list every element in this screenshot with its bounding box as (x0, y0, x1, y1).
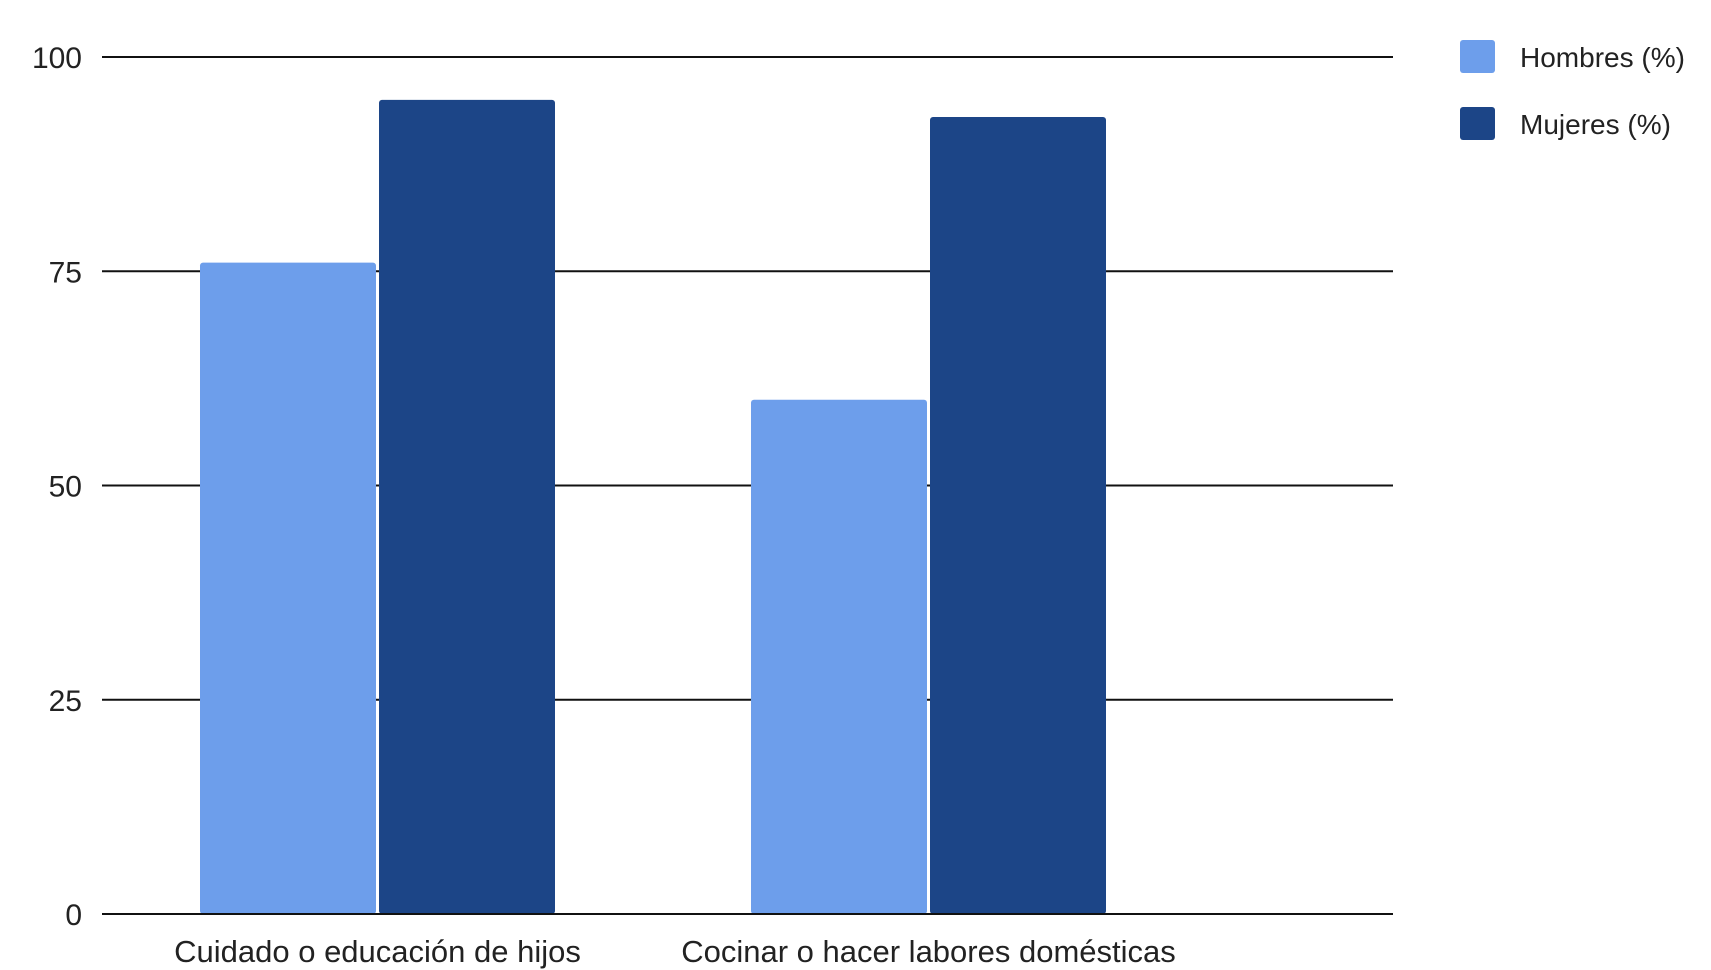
y-tick-label: 0 (65, 899, 82, 932)
legend-label: Mujeres (%) (1520, 109, 1671, 140)
x-category-label: Cuidado o educación de hijos (174, 934, 581, 969)
y-tick-label: 75 (49, 256, 82, 289)
legend: Hombres (%) Mujeres (%) (1460, 40, 1685, 140)
y-axis-ticks: 0 25 50 75 100 (32, 42, 82, 932)
x-axis-labels: Cuidado o educación de hijos Cocinar o ha… (174, 934, 1176, 969)
bar-hombres-2 (751, 399, 927, 914)
y-tick-label: 50 (49, 471, 82, 504)
y-tick-label: 100 (32, 42, 82, 75)
bar-hombres-1 (200, 262, 376, 914)
legend-swatch (1460, 107, 1495, 140)
bars (200, 99, 1106, 915)
bar-mujeres-1 (379, 99, 555, 915)
legend-label: Hombres (%) (1520, 42, 1685, 73)
x-category-label: Cocinar o hacer labores domésticas (681, 934, 1176, 969)
legend-swatch (1460, 40, 1495, 73)
y-tick-label: 25 (49, 685, 82, 718)
bar-mujeres-2 (930, 116, 1106, 915)
